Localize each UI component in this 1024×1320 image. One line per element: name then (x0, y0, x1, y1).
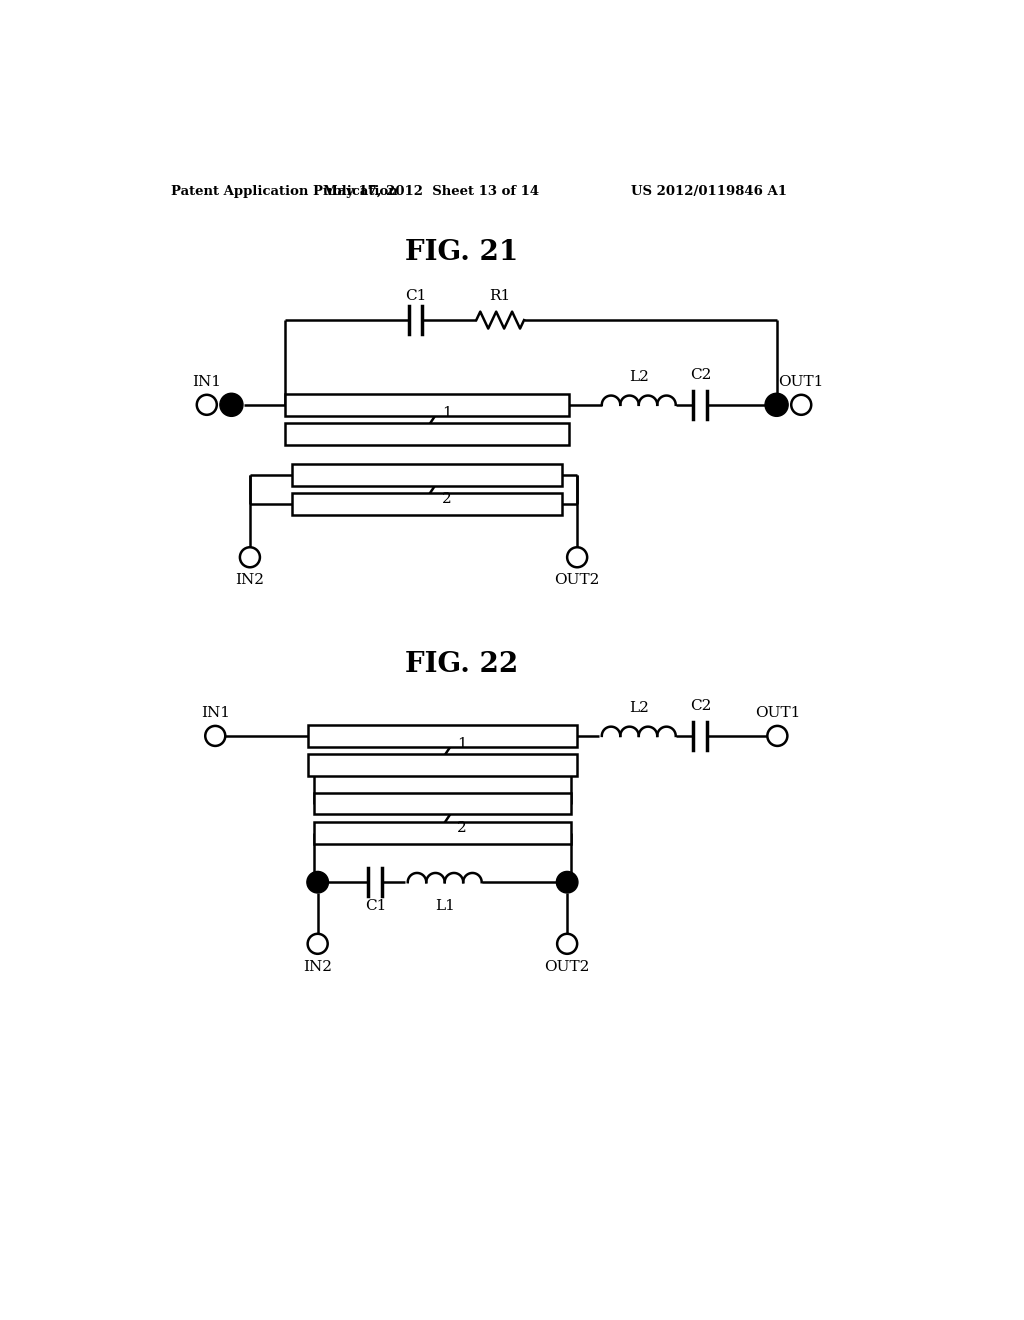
Circle shape (557, 933, 578, 954)
Text: C1: C1 (404, 289, 426, 304)
Circle shape (197, 395, 217, 414)
Circle shape (220, 393, 243, 416)
Text: May 17, 2012  Sheet 13 of 14: May 17, 2012 Sheet 13 of 14 (323, 185, 539, 198)
Circle shape (767, 726, 787, 746)
Text: OUT2: OUT2 (554, 573, 600, 587)
Circle shape (240, 548, 260, 568)
Text: Patent Application Publication: Patent Application Publication (171, 185, 397, 198)
Text: FIG. 21: FIG. 21 (406, 239, 518, 267)
Text: C1: C1 (365, 899, 386, 913)
Bar (313, 793, 571, 814)
Text: IN2: IN2 (303, 960, 332, 974)
Text: IN1: IN1 (201, 706, 229, 719)
Bar (285, 424, 569, 445)
Circle shape (307, 933, 328, 954)
Text: US 2012/0119846 A1: US 2012/0119846 A1 (631, 185, 787, 198)
Text: 2: 2 (457, 821, 467, 834)
Text: IN1: IN1 (193, 375, 221, 388)
Circle shape (307, 871, 329, 892)
Circle shape (792, 395, 811, 414)
Text: C2: C2 (690, 698, 711, 713)
Text: L2: L2 (629, 701, 648, 715)
Text: L2: L2 (629, 370, 648, 384)
Text: 1: 1 (457, 738, 467, 751)
Text: R1: R1 (489, 289, 511, 304)
Circle shape (556, 871, 578, 892)
Text: OUT1: OUT1 (755, 706, 800, 719)
Bar (307, 725, 578, 747)
Bar (292, 465, 562, 486)
Text: FIG. 22: FIG. 22 (406, 651, 518, 678)
Text: IN2: IN2 (236, 573, 264, 587)
Text: OUT1: OUT1 (778, 375, 824, 388)
Bar (307, 755, 578, 776)
Text: OUT2: OUT2 (545, 960, 590, 974)
Text: C2: C2 (690, 368, 711, 381)
Text: 2: 2 (441, 492, 452, 506)
Bar (313, 822, 571, 843)
Circle shape (205, 726, 225, 746)
Circle shape (765, 393, 788, 416)
Text: 1: 1 (442, 407, 452, 420)
Bar (292, 494, 562, 515)
Circle shape (567, 548, 587, 568)
Bar (285, 395, 569, 416)
Text: L1: L1 (435, 899, 455, 913)
